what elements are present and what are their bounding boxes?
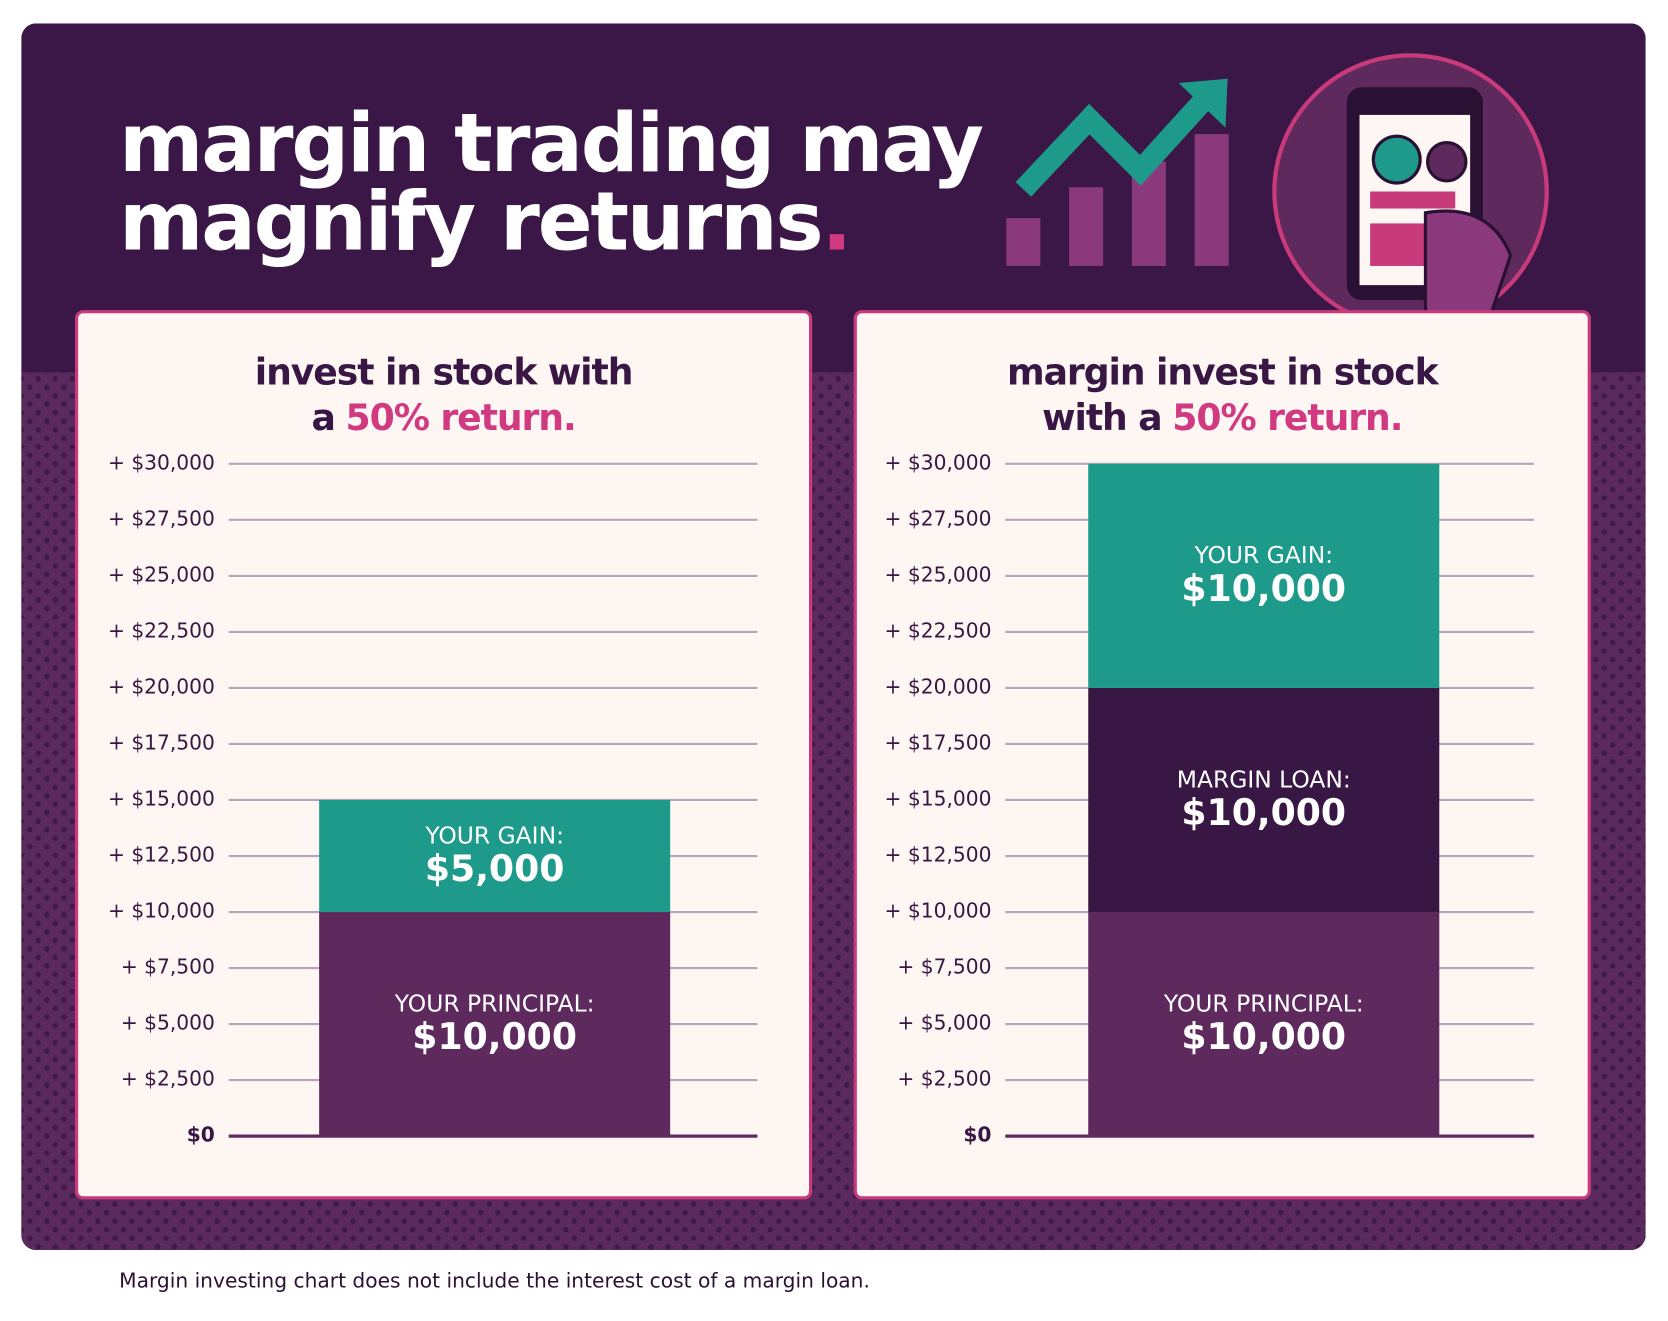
header-title-line: margin trading may: [119, 97, 983, 191]
segment-value-label: $10,000: [1181, 567, 1346, 610]
segment-name: MARGIN LOAN:: [1177, 765, 1351, 793]
segment-value-label: $10,000: [1181, 1015, 1346, 1058]
y-tick-label: + $12,500: [108, 843, 215, 867]
segment-name: YOUR GAIN:: [424, 821, 564, 849]
chart-title-highlight: 50% return.: [1172, 396, 1402, 439]
y-tick-label: + $20,000: [108, 674, 215, 698]
y-tick-label: + $15,000: [108, 786, 215, 810]
y-tick-label: + $5,000: [897, 1011, 991, 1035]
y-tick-label: + $7,500: [121, 955, 215, 979]
chart-title-line: a: [312, 396, 335, 439]
y-tick-label: $0: [187, 1123, 215, 1147]
chart-title-line: with a: [1042, 396, 1161, 439]
y-tick-label: + $22,500: [108, 618, 215, 642]
y-tick-label: + $27,500: [885, 506, 992, 530]
y-tick-label: + $17,500: [108, 730, 215, 754]
y-tick-label: + $12,500: [885, 843, 992, 867]
chart-title-highlight: 50% return.: [346, 396, 576, 439]
header-title-punctuation: .: [821, 176, 850, 270]
y-tick-label: + $5,000: [121, 1011, 215, 1035]
y-tick-label: $0: [963, 1123, 991, 1147]
footnote: Margin investing chart does not include …: [119, 1268, 870, 1292]
y-tick-label: + $10,000: [885, 899, 992, 923]
growth-illustration: [1006, 78, 1229, 266]
y-tick-label: + $17,500: [885, 730, 992, 754]
header-title-line: magnify returns: [119, 176, 821, 270]
chart-title-line: margin invest in stock: [1007, 350, 1440, 393]
bar-segment: [1088, 463, 1440, 688]
phone-illustration: [1272, 53, 1549, 330]
y-tick-label: + $22,500: [885, 618, 992, 642]
segment-value-label: $5,000: [425, 847, 565, 890]
y-tick-label: + $7,500: [897, 955, 991, 979]
segment-name: YOUR GAIN:: [1193, 541, 1333, 569]
y-tick-label: + $10,000: [108, 899, 215, 923]
y-tick-label: + $25,000: [885, 562, 992, 586]
bar-segment: [319, 799, 671, 913]
segment-name: YOUR PRINCIPAL:: [394, 989, 595, 1017]
bar-segment: [319, 912, 671, 1137]
y-tick-label: + $20,000: [885, 674, 992, 698]
y-tick-label: + $25,000: [108, 562, 215, 586]
bar-segment: [1088, 687, 1440, 913]
header-title: margin trading may magnify returns.: [119, 97, 983, 270]
y-tick-label: + $27,500: [108, 506, 215, 530]
y-tick-label: + $2,500: [121, 1067, 215, 1091]
y-tick-label: + $15,000: [885, 786, 992, 810]
y-tick-label: + $30,000: [108, 450, 215, 474]
y-tick-label: + $2,500: [897, 1067, 991, 1091]
segment-value-label: $10,000: [1181, 791, 1346, 834]
y-tick-label: + $30,000: [885, 450, 992, 474]
bar-segment: [1088, 912, 1440, 1137]
chart-title: invest in stock with a 50% return.: [255, 350, 633, 439]
segment-value-label: $10,000: [412, 1015, 577, 1058]
segment-name: YOUR PRINCIPAL:: [1163, 989, 1364, 1017]
chart-title: margin invest in stock with a 50% return.: [1007, 350, 1440, 439]
chart-title-line: invest in stock with: [255, 350, 633, 393]
